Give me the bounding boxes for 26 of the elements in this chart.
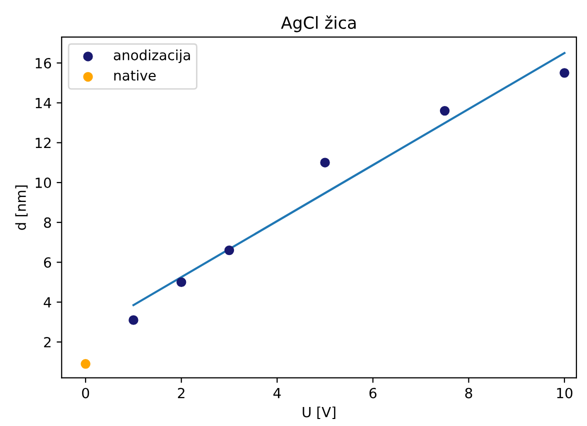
y-tick-label: 2 bbox=[44, 336, 51, 348]
point bbox=[560, 68, 570, 78]
x-tick-label: 4 bbox=[273, 388, 281, 398]
legend-label: anodizacija bbox=[114, 50, 190, 64]
legend-label: native bbox=[114, 70, 156, 81]
point bbox=[80, 359, 90, 369]
x-tick-label: 6 bbox=[369, 388, 376, 398]
point bbox=[320, 158, 330, 168]
y-tick-label: 14 bbox=[36, 98, 52, 108]
y-tick-label: 12 bbox=[36, 138, 51, 148]
point bbox=[224, 245, 234, 256]
x-tick-label: 2 bbox=[178, 388, 184, 398]
y-tick-label: 10 bbox=[36, 178, 51, 188]
x-tick-label: 8 bbox=[465, 388, 472, 398]
y-tick-label: 6 bbox=[44, 257, 52, 268]
y-tick-label: 8 bbox=[44, 217, 51, 228]
x-tick-label: 10 bbox=[557, 388, 572, 398]
chart-title: AgCl žica bbox=[281, 15, 356, 32]
point bbox=[440, 106, 450, 116]
x-tick-label: 0 bbox=[82, 388, 90, 398]
y-tick-label: 16 bbox=[36, 58, 52, 68]
point bbox=[128, 315, 138, 325]
point bbox=[176, 277, 186, 288]
y-tick-label: 4 bbox=[44, 297, 52, 308]
y-axis-title: d [nm] bbox=[15, 185, 28, 230]
x-axis-title: U [V] bbox=[302, 406, 336, 419]
